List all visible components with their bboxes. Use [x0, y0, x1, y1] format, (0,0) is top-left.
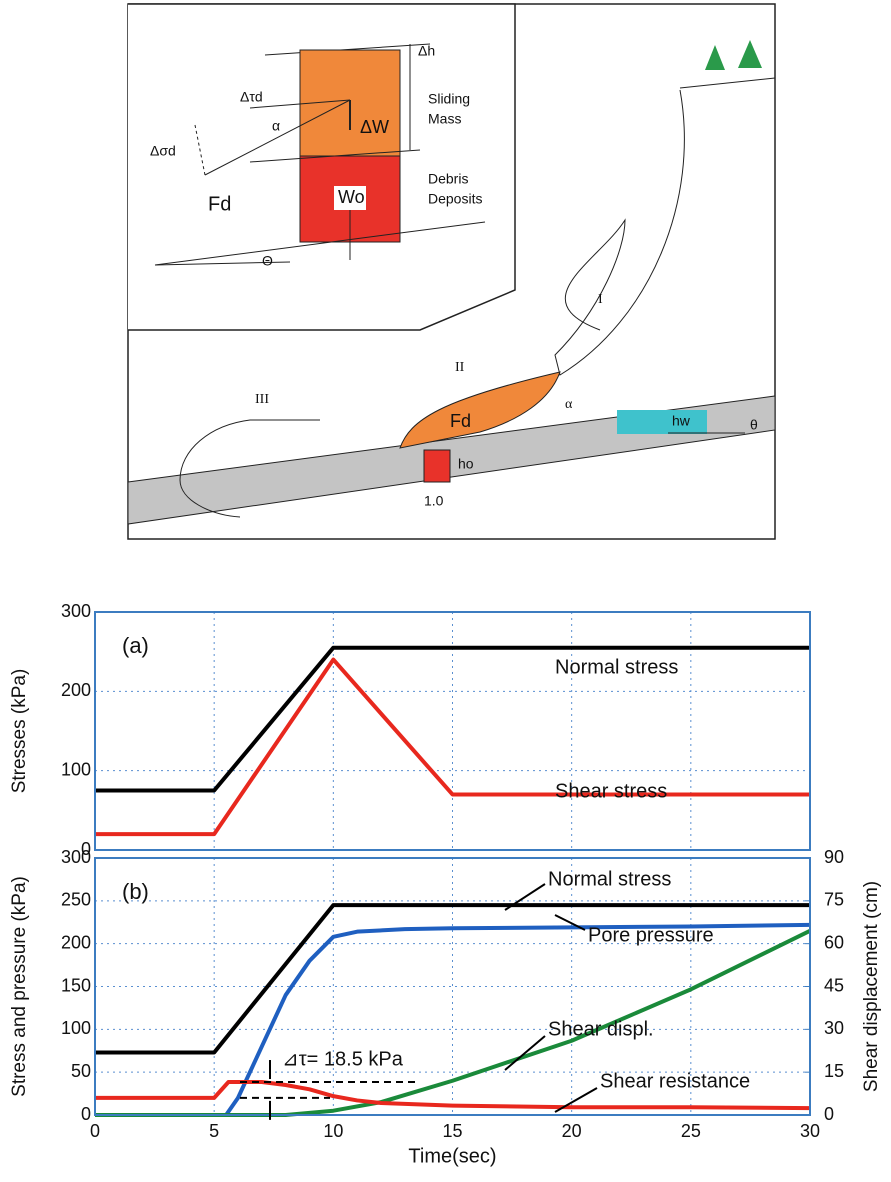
label: Sliding — [428, 91, 470, 107]
label: Debris — [428, 171, 468, 187]
y2-tick-label: 15 — [824, 1061, 844, 1081]
label: α — [272, 118, 280, 134]
series-line — [95, 903, 810, 1055]
plot-frame — [94, 611, 811, 851]
label: Deposits — [428, 191, 482, 207]
label: Fd — [208, 193, 231, 215]
label: Δh — [418, 43, 435, 59]
label: III — [255, 392, 269, 407]
line — [154, 261, 291, 266]
x-tick-label: 25 — [681, 1121, 701, 1141]
y-tick-label: 300 — [61, 601, 91, 621]
x-tick-label: 0 — [90, 1121, 100, 1141]
plot-frame — [94, 857, 811, 1116]
label: I — [598, 292, 603, 307]
arrow — [554, 914, 586, 931]
x-tick-label: 5 — [209, 1121, 219, 1141]
label: Δτd — [240, 89, 263, 105]
y2-axis-label: Shear displacement (cm) — [861, 881, 882, 1092]
y2-tick-label: 45 — [824, 975, 844, 995]
debris-block-2 — [423, 449, 451, 483]
y-axis-label: Stress and pressure (kPa) — [9, 876, 30, 1097]
series-line — [95, 922, 811, 1117]
series-label: Shear displ. — [548, 1018, 654, 1040]
x-tick-label: 10 — [323, 1121, 343, 1141]
arrow — [504, 883, 546, 911]
y-tick-label: 0 — [81, 1104, 91, 1124]
arrow — [554, 1087, 598, 1113]
panel-label: (a) — [122, 633, 149, 658]
y2-tick-label: 30 — [824, 1018, 844, 1038]
series-label: Shear stress — [555, 780, 667, 802]
tree — [705, 45, 725, 70]
line — [194, 124, 206, 176]
y-tick-label: 100 — [61, 759, 91, 779]
series-label: Normal stress — [555, 656, 678, 678]
series-label: Shear resistance — [600, 1070, 750, 1092]
x-tick-label: 20 — [562, 1121, 582, 1141]
y2-tick-label: 60 — [824, 932, 844, 952]
y-tick-label: 150 — [61, 975, 91, 995]
y2-tick-label: 0 — [824, 1104, 834, 1124]
arrow — [504, 1035, 546, 1071]
y-tick-label: 200 — [61, 680, 91, 700]
ground-band — [127, 395, 776, 525]
line — [679, 77, 776, 89]
label-box — [334, 186, 366, 210]
y-tick-label: 100 — [61, 1018, 91, 1038]
label: Δσd — [150, 143, 176, 159]
panel-label: (b) — [122, 879, 149, 904]
y2-tick-label: 75 — [824, 890, 844, 910]
scarp — [554, 89, 685, 376]
x-tick-label: 15 — [442, 1121, 462, 1141]
water — [617, 410, 707, 434]
arrow — [204, 99, 351, 176]
series-label: Pore pressure — [588, 924, 714, 946]
series-line — [95, 645, 810, 793]
y-tick-label: 250 — [61, 890, 91, 910]
y2-tick-label: 90 — [824, 847, 844, 867]
label: hw — [672, 413, 691, 429]
slope — [154, 221, 486, 266]
label: Fd — [450, 411, 471, 431]
line — [249, 149, 421, 163]
series-line — [95, 1080, 811, 1111]
y-tick-label: 50 — [71, 1061, 91, 1081]
tree — [738, 40, 762, 68]
label: Θ — [262, 253, 273, 269]
label: 1.0 — [424, 493, 444, 509]
sliding-mass-2 — [399, 371, 561, 449]
y-tick-label: 300 — [61, 847, 91, 867]
label: ΔW — [360, 117, 389, 137]
y-tick-label: 0 — [81, 839, 91, 859]
label: Mass — [428, 111, 461, 127]
series-line — [95, 657, 810, 837]
x-tick-label: 30 — [800, 1121, 820, 1141]
deposit-outline — [179, 419, 320, 518]
annotation: ⊿τ= 18.5 kPa — [282, 1048, 404, 1070]
label: II — [455, 360, 465, 375]
label: α — [565, 397, 573, 412]
series-label: Normal stress — [548, 868, 671, 890]
label: Wo — [338, 187, 365, 207]
diagram: Δh Sliding Mass ΔW Δτd α Δσd Fd Debris D… — [127, 3, 776, 540]
y-tick-label: 200 — [61, 932, 91, 952]
label: ho — [458, 456, 474, 472]
y-axis-label: Stresses (kPa) — [9, 669, 30, 794]
label: θ — [750, 417, 758, 433]
line — [249, 99, 351, 109]
x-axis-label: Time(sec) — [408, 1145, 496, 1167]
